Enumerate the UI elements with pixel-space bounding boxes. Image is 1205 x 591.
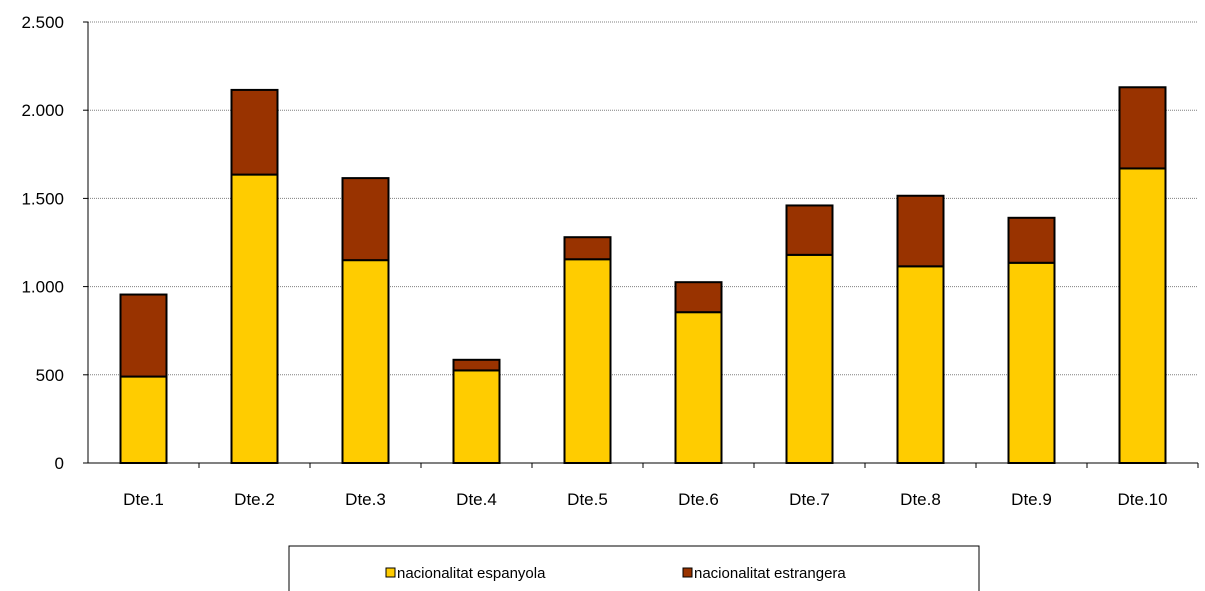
bar-segment	[563, 236, 612, 261]
y-tick-label: 2.000	[21, 101, 64, 120]
bar-segment	[452, 358, 501, 372]
y-tick-label: 500	[36, 366, 64, 385]
legend-swatch	[385, 567, 396, 578]
legend-label: nacionalitat estrangera	[694, 565, 846, 582]
axes: 0 500 1.000 1.500 2.000 2.500 Dte.1 Dte.2 Dte.3 D…	[21, 13, 1199, 509]
x-tick-label: Dte.7	[789, 490, 830, 509]
legend-label: nacionalitat espanyola	[397, 565, 546, 582]
bar-segment	[341, 177, 390, 262]
y-tick-label: 1.500	[21, 189, 64, 208]
x-tick-label: Dte.9	[1011, 490, 1052, 509]
bar-segment	[1007, 261, 1056, 465]
bar-segment	[230, 173, 279, 464]
bar-segment	[1118, 167, 1167, 465]
bar-segment	[896, 194, 945, 268]
bar-segment	[230, 88, 279, 176]
bar-segment	[1007, 216, 1056, 264]
bar-segment	[119, 375, 168, 464]
bar-segment	[563, 258, 612, 464]
x-tick-label: Dte.8	[900, 490, 941, 509]
y-tick-label: 1.000	[21, 278, 64, 297]
bar-segment	[785, 204, 834, 256]
x-tick-label: Dte.2	[234, 490, 275, 509]
x-tick-label: Dte.4	[456, 490, 497, 509]
x-tick-label: Dte.10	[1117, 490, 1167, 509]
bar-segment	[1118, 86, 1167, 170]
x-tick-label: Dte.1	[123, 490, 164, 509]
bar-segment	[674, 281, 723, 314]
x-tick-label: Dte.5	[567, 490, 608, 509]
bar-segment	[785, 253, 834, 464]
bars	[119, 86, 1167, 465]
bar-segment	[674, 311, 723, 465]
x-tick-label: Dte.3	[345, 490, 386, 509]
bar-segment	[119, 293, 168, 378]
bar-segment	[452, 369, 501, 465]
legend-box	[288, 545, 980, 591]
legend: nacionalitat espanyola nacionalitat estra…	[288, 545, 980, 591]
bar-segment	[341, 259, 390, 465]
legend-swatch	[682, 567, 693, 578]
x-tick-label: Dte.6	[678, 490, 719, 509]
bar-segment	[896, 265, 945, 464]
y-tick-label: 0	[55, 454, 64, 473]
y-tick-label: 2.500	[21, 13, 64, 32]
